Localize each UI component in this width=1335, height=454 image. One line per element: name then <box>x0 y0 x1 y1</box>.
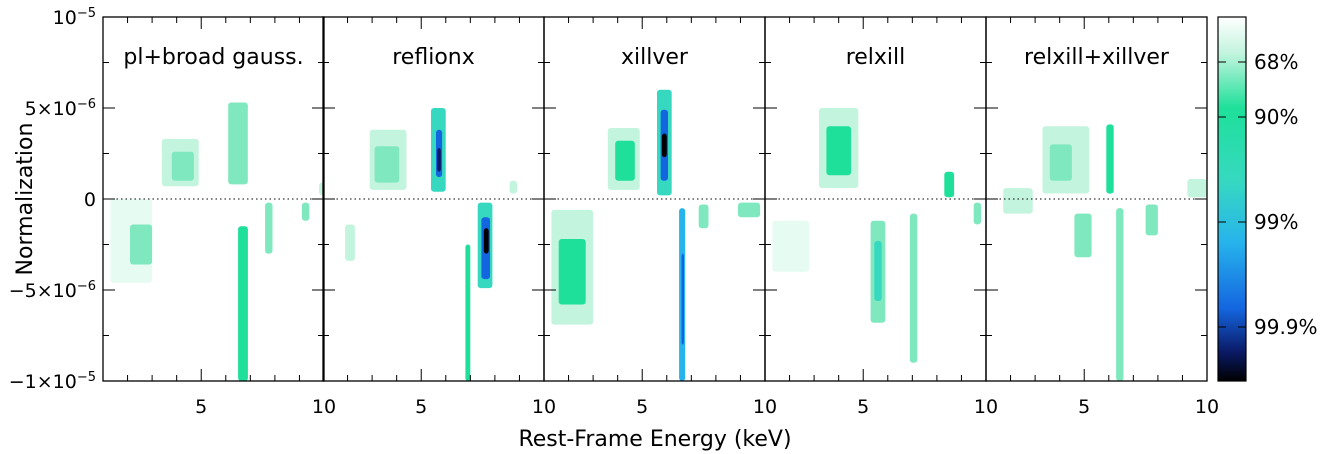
panel-frame <box>764 16 987 382</box>
heatmap-region <box>973 202 982 225</box>
panel-5: 5 10 relxill+xillver <box>985 16 1219 418</box>
heatmap-region <box>909 213 918 363</box>
colorbar-label: 68% <box>1254 50 1298 74</box>
x-tick-label: 5 <box>1078 396 1090 418</box>
y-tick-label: 5×10−6 <box>25 97 96 121</box>
heatmap-region <box>874 240 882 301</box>
panel-title: pl+broad gauss. <box>123 45 303 70</box>
heatmap-region <box>238 226 248 381</box>
panel-frame <box>322 16 545 382</box>
heatmap-region <box>698 204 709 229</box>
colorbar-label: 99% <box>1254 210 1298 234</box>
heatmap-region <box>374 146 400 183</box>
heatmap-region <box>826 126 851 176</box>
heatmap-region <box>228 102 248 185</box>
heatmap-region <box>130 224 153 265</box>
heatmap-region <box>483 228 489 254</box>
heatmap-region <box>1116 208 1124 381</box>
y-axis-title: Normalization <box>13 123 38 276</box>
panel-4: 5 10 relxill <box>764 16 998 418</box>
x-tick-label: 5 <box>415 396 427 418</box>
heatmap-region <box>345 224 355 261</box>
colorbar-label: 90% <box>1254 105 1298 129</box>
heatmap-region <box>772 220 810 272</box>
y-tick-label: −1×10−5 <box>9 370 96 394</box>
x-tick-label: 10 <box>753 396 777 418</box>
heatmap-region <box>681 253 684 345</box>
y-tick-label: −5×10−6 <box>9 279 96 303</box>
y-tick-label: 10−5 <box>53 6 96 30</box>
heatmap-region <box>265 202 273 254</box>
x-tick-label: 5 <box>195 396 207 418</box>
heatmap-region <box>437 148 441 172</box>
colorbar-gradient <box>1217 16 1247 382</box>
heatmap-region <box>1106 124 1114 194</box>
panel-frame <box>543 16 766 382</box>
heatmap-region <box>615 140 635 181</box>
heatmap-region <box>171 151 194 181</box>
heatmap-region <box>1187 179 1207 198</box>
heatmap-region <box>509 180 517 194</box>
panel-title: xillver <box>621 45 689 70</box>
x-tick-label: 10 <box>974 396 998 418</box>
heatmap-region <box>1003 188 1033 214</box>
heatmap-region <box>1074 213 1092 258</box>
heatmap-region <box>465 244 471 381</box>
panel-title: relxill+xillver <box>1024 45 1170 70</box>
y-tick-label: 0 <box>84 189 96 211</box>
x-tick-label: 5 <box>636 396 648 418</box>
heatmap-region <box>738 202 761 218</box>
x-tick-label: 10 <box>532 396 556 418</box>
heatmap-region <box>1145 204 1158 236</box>
heatmap-region <box>558 239 586 305</box>
x-tick-label: 10 <box>1195 396 1219 418</box>
y-axis: 10−5 5×10−6 0 −5×10−6 −1×10−5 <box>9 6 96 394</box>
panel-2: 5 10 reflionx <box>322 16 556 418</box>
heatmap-region <box>944 171 955 198</box>
heatmap-region <box>301 202 310 221</box>
colorbar-label: 99.9% <box>1254 315 1318 339</box>
x-tick-label: 10 <box>312 396 336 418</box>
panel-title: reflionx <box>392 45 475 70</box>
colorbar: 68% 90% 99% 99.9% <box>1217 16 1318 382</box>
heatmap-region <box>1049 144 1072 181</box>
panel-title: relxill <box>846 45 906 70</box>
x-tick-label: 5 <box>857 396 869 418</box>
heatmap-region <box>661 133 667 158</box>
x-axis-title: Rest-Frame Energy (keV) <box>518 427 791 452</box>
panel-1: 5 10 pl+broad gauss. <box>102 16 336 418</box>
panel-3: 5 10 xillver <box>543 16 777 418</box>
